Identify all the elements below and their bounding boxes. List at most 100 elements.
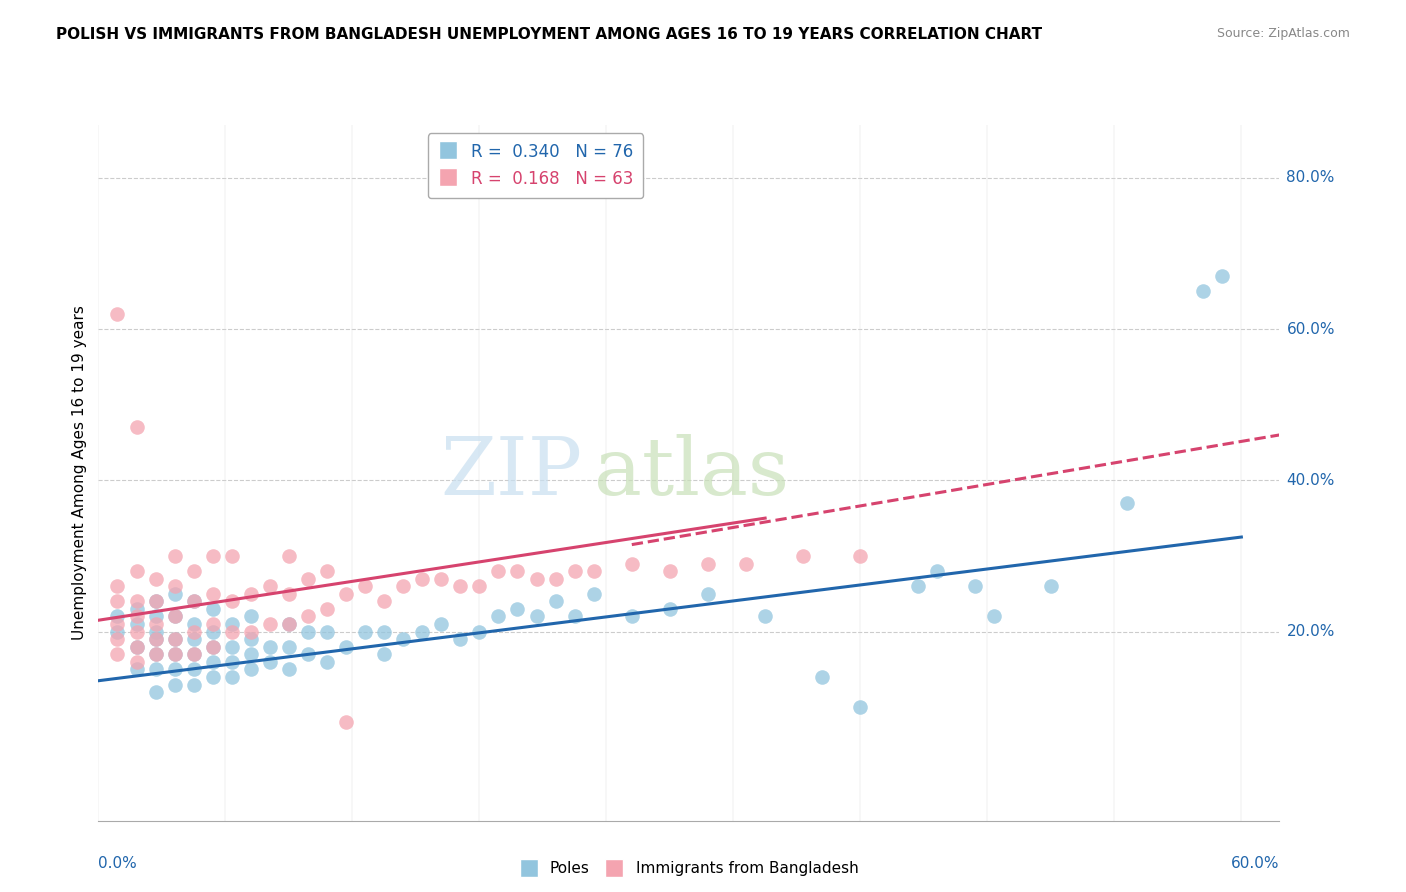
Point [145,647,167,661]
Point [125,617,148,632]
Point [125,655,148,669]
Point [107,579,129,593]
Point [163,647,186,661]
Legend: Poles, Immigrants from Bangladesh: Poles, Immigrants from Bangladesh [513,855,865,882]
Point [163,632,186,647]
Point [163,609,186,624]
Point [107,307,129,321]
Point [183,624,205,639]
Point [183,594,205,608]
Point [277,617,299,632]
Point [107,632,129,647]
Text: atlas: atlas [595,434,790,512]
Point [183,647,205,661]
Point [373,647,395,661]
Point [163,632,186,647]
Point [183,594,205,608]
Point [792,549,814,563]
Point [354,624,377,639]
Point [411,572,433,586]
Point [506,602,529,616]
Point [297,624,319,639]
Point [335,640,357,654]
Point [201,670,224,684]
Point [183,632,205,647]
Point [754,609,776,624]
Point [849,549,872,563]
Point [526,572,548,586]
Point [373,624,395,639]
Point [183,617,205,632]
Point [145,647,167,661]
Point [145,685,167,699]
Point [201,587,224,601]
Y-axis label: Unemployment Among Ages 16 to 19 years: Unemployment Among Ages 16 to 19 years [72,305,87,640]
Point [468,579,491,593]
Text: POLISH VS IMMIGRANTS FROM BANGLADESH UNEMPLOYMENT AMONG AGES 16 TO 19 YEARS CORR: POLISH VS IMMIGRANTS FROM BANGLADESH UNE… [56,27,1042,42]
Point [201,640,224,654]
Text: 80.0%: 80.0% [1286,170,1334,186]
Point [239,624,262,639]
Point [125,594,148,608]
Point [201,640,224,654]
Text: 0.0%: 0.0% [98,856,138,871]
Point [125,420,148,434]
Point [183,677,205,691]
Point [183,662,205,676]
Point [620,609,643,624]
Point [430,617,453,632]
Point [735,557,758,571]
Text: 60.0%: 60.0% [1232,856,1279,871]
Point [335,715,357,730]
Point [107,594,129,608]
Point [544,594,567,608]
Point [582,587,605,601]
Point [183,564,205,578]
Point [277,640,299,654]
Point [316,655,339,669]
Point [697,587,720,601]
Point [145,632,167,647]
Point [163,647,186,661]
Text: 20.0%: 20.0% [1286,624,1334,639]
Point [107,647,129,661]
Point [201,617,224,632]
Point [107,617,129,632]
Point [125,662,148,676]
Point [925,564,948,578]
Point [1192,285,1215,299]
Point [125,624,148,639]
Point [506,564,529,578]
Text: Source: ZipAtlas.com: Source: ZipAtlas.com [1216,27,1350,40]
Point [163,587,186,601]
Point [145,609,167,624]
Point [145,572,167,586]
Point [658,602,681,616]
Point [125,640,148,654]
Point [277,617,299,632]
Point [163,609,186,624]
Point [221,594,243,608]
Point [145,662,167,676]
Point [277,549,299,563]
Point [449,632,471,647]
Text: ZIP: ZIP [440,434,582,512]
Point [145,594,167,608]
Point [145,632,167,647]
Point [316,602,339,616]
Point [963,579,986,593]
Point [163,549,186,563]
Point [125,602,148,616]
Point [297,572,319,586]
Text: 60.0%: 60.0% [1286,322,1334,336]
Point [658,564,681,578]
Point [335,587,357,601]
Point [488,609,510,624]
Point [849,700,872,714]
Point [163,677,186,691]
Point [259,655,281,669]
Point [411,624,433,639]
Point [297,647,319,661]
Point [107,609,129,624]
Text: 40.0%: 40.0% [1286,473,1334,488]
